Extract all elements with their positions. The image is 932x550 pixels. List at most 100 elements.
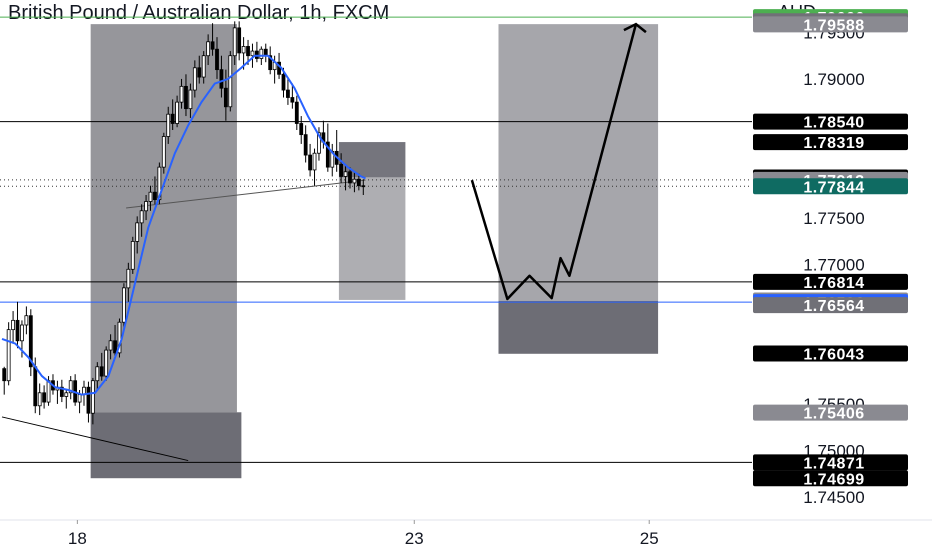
price-badge-label: 1.78319 bbox=[803, 135, 864, 152]
price-badge bbox=[753, 134, 908, 151]
candle-body bbox=[161, 136, 166, 168]
candle-body bbox=[144, 201, 148, 212]
price-badge-label: 1.76564 bbox=[803, 298, 864, 315]
projection-arrowhead bbox=[623, 22, 647, 34]
candle-body bbox=[122, 287, 126, 323]
candle-body bbox=[184, 85, 188, 110]
candle-body bbox=[6, 329, 11, 382]
candle-body bbox=[113, 340, 117, 354]
y-tick-label: 1.77500 bbox=[803, 209, 864, 228]
price-badge-label: 1.76814 bbox=[803, 275, 864, 292]
candle-body bbox=[59, 386, 64, 397]
candle-body bbox=[11, 319, 15, 331]
candle-body bbox=[268, 55, 273, 71]
price-badge-label: 1.75406 bbox=[803, 406, 864, 423]
candle-body bbox=[42, 392, 47, 403]
candle-body bbox=[135, 222, 140, 242]
price-badge-label: 1.77844 bbox=[803, 179, 864, 196]
trendline bbox=[1, 416, 189, 462]
price-badge bbox=[753, 454, 908, 471]
price-badge-label: 1.74699 bbox=[803, 471, 864, 488]
candle-body bbox=[33, 366, 38, 407]
candle-body bbox=[210, 41, 215, 50]
price-badge bbox=[753, 470, 908, 487]
candle-body bbox=[228, 55, 233, 108]
zone-box bbox=[338, 177, 406, 300]
candle-body bbox=[90, 380, 95, 414]
candle-body bbox=[95, 366, 100, 382]
candle-body bbox=[250, 50, 255, 57]
candle-body bbox=[299, 123, 304, 136]
candle-body bbox=[117, 321, 122, 354]
candle-body bbox=[170, 113, 175, 124]
candle-body bbox=[46, 380, 51, 403]
candle-body bbox=[294, 101, 299, 124]
price-badge bbox=[753, 297, 908, 314]
candle-body bbox=[126, 268, 131, 289]
price-badge-label: 1.78540 bbox=[803, 115, 864, 132]
candle-body bbox=[108, 340, 113, 351]
candle-body bbox=[232, 27, 237, 57]
price-badge bbox=[753, 404, 908, 421]
candle-body bbox=[361, 185, 366, 188]
candle-body bbox=[104, 349, 109, 377]
candle-body bbox=[259, 48, 264, 59]
candle-body bbox=[188, 89, 193, 110]
candle-body bbox=[308, 154, 312, 171]
candle-body bbox=[166, 113, 171, 137]
candle-body bbox=[153, 191, 157, 201]
candle-body bbox=[290, 97, 295, 103]
x-tick-label: 25 bbox=[640, 529, 659, 548]
candle-body bbox=[77, 394, 82, 403]
price-badge-label: 1.76043 bbox=[803, 347, 864, 364]
price-badge bbox=[753, 345, 908, 362]
candle-body bbox=[99, 366, 104, 377]
candle-body bbox=[312, 152, 317, 171]
candle-body bbox=[86, 386, 91, 414]
moving-average-line bbox=[1, 54, 366, 396]
candle-body bbox=[356, 178, 361, 187]
plot-area bbox=[0, 16, 752, 479]
candle-body bbox=[148, 191, 153, 202]
candle-body bbox=[246, 46, 250, 57]
candle-body bbox=[317, 132, 321, 154]
candle-body bbox=[179, 85, 184, 103]
candle-body bbox=[223, 87, 228, 108]
candle-body bbox=[286, 89, 290, 98]
zone-box bbox=[90, 412, 242, 479]
candle-body bbox=[24, 315, 29, 326]
candle-body bbox=[28, 315, 33, 368]
candle-body bbox=[325, 141, 330, 168]
zone-box bbox=[498, 24, 659, 301]
candle-body bbox=[192, 67, 197, 91]
x-tick-label: 23 bbox=[405, 529, 424, 548]
candle-body bbox=[343, 171, 348, 177]
trendline bbox=[126, 179, 366, 209]
candle-body bbox=[64, 392, 69, 397]
candle-body bbox=[139, 210, 144, 224]
price-badge bbox=[753, 178, 908, 195]
candle-body bbox=[2, 368, 7, 382]
price-badge bbox=[753, 273, 908, 290]
candle-body bbox=[352, 178, 357, 184]
candle-body bbox=[215, 48, 219, 71]
chart-title: British Pound / Australian Dollar, 1h, F… bbox=[8, 2, 390, 24]
candle-body bbox=[68, 380, 73, 394]
candle-body bbox=[281, 73, 286, 91]
y-tick-label: 1.77000 bbox=[803, 256, 864, 275]
candle-body bbox=[197, 67, 202, 78]
candle-body bbox=[206, 41, 211, 57]
candle-body bbox=[237, 27, 242, 54]
y-tick-label: 1.79000 bbox=[803, 70, 864, 89]
candle-body bbox=[241, 46, 246, 54]
candle-body bbox=[201, 55, 206, 78]
candle-body bbox=[348, 171, 352, 184]
candle-body bbox=[175, 101, 180, 124]
zone-box bbox=[90, 24, 237, 413]
x-tick-label: 18 bbox=[68, 529, 87, 548]
candle-body bbox=[157, 166, 162, 201]
candle-body bbox=[339, 163, 344, 177]
price-badge bbox=[753, 16, 908, 33]
